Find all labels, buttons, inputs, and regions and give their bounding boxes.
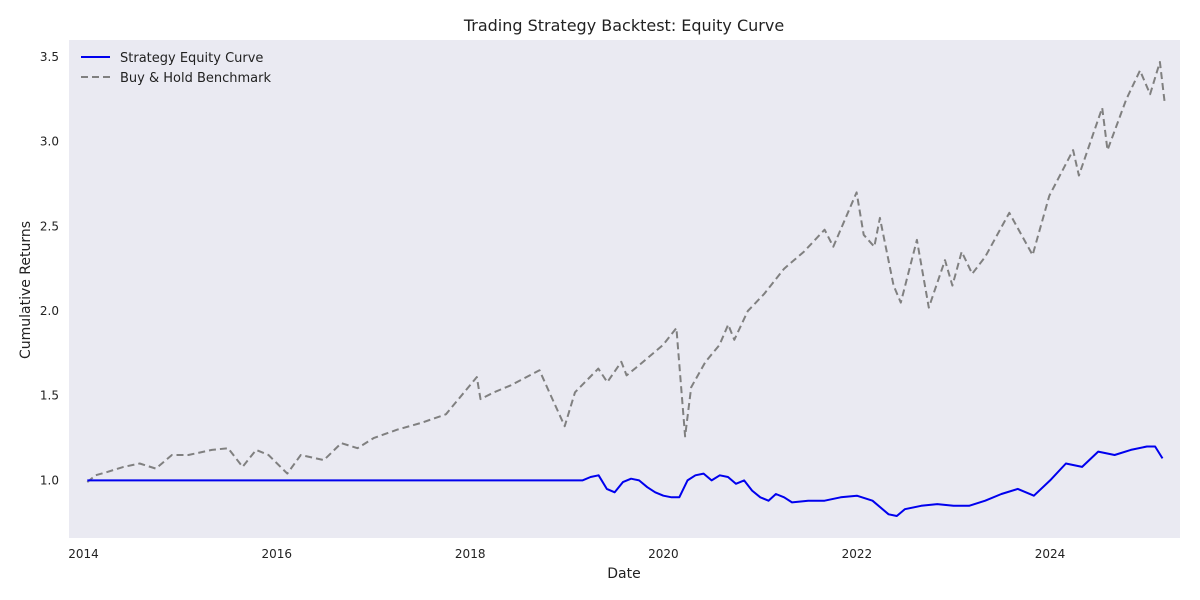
strategy-line: [87, 445, 1164, 517]
y-tick-label: 3.0: [40, 135, 59, 149]
x-tick-label: 2016: [261, 547, 292, 561]
y-axis-title: Cumulative Returns: [18, 221, 34, 359]
y-tick-label: 1.5: [40, 389, 59, 403]
x-tick-label: 2022: [842, 547, 873, 561]
y-tick-label: 3.5: [40, 50, 59, 64]
x-tick-label: 2020: [648, 547, 679, 561]
x-tick-label: 2014: [68, 547, 99, 561]
series-lines: [86, 61, 1166, 517]
benchmark-line: [86, 61, 1166, 483]
legend-label-strategy: Strategy Equity Curve: [120, 51, 263, 66]
y-axis: 1.0 1.5 2.0 2.5 3.0 3.5: [40, 50, 59, 487]
plot-area: [69, 40, 1180, 538]
chart-title: Trading Strategy Backtest: Equity Curve: [463, 16, 784, 35]
legend-label-benchmark: Buy & Hold Benchmark: [120, 71, 271, 86]
y-tick-label: 2.0: [40, 304, 59, 318]
x-tick-label: 2018: [455, 547, 486, 561]
x-tick-label: 2024: [1035, 547, 1066, 561]
x-axis-title: Date: [607, 566, 640, 582]
legend: Strategy Equity Curve Buy & Hold Benchma…: [81, 51, 271, 86]
x-axis: 2014 2016 2018 2020 2022 2024: [68, 547, 1065, 561]
y-tick-label: 1.0: [40, 473, 59, 487]
y-tick-label: 2.5: [40, 219, 59, 233]
